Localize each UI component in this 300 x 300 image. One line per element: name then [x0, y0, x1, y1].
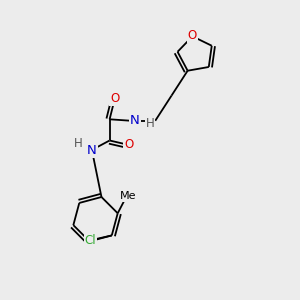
Text: H: H: [146, 117, 154, 130]
Text: O: O: [110, 92, 119, 105]
Text: Cl: Cl: [85, 234, 96, 247]
Text: O: O: [124, 138, 134, 152]
Text: N: N: [130, 114, 140, 127]
Text: Me: Me: [120, 191, 136, 201]
Text: O: O: [188, 29, 197, 42]
Text: N: N: [87, 144, 97, 157]
Text: H: H: [74, 137, 82, 150]
